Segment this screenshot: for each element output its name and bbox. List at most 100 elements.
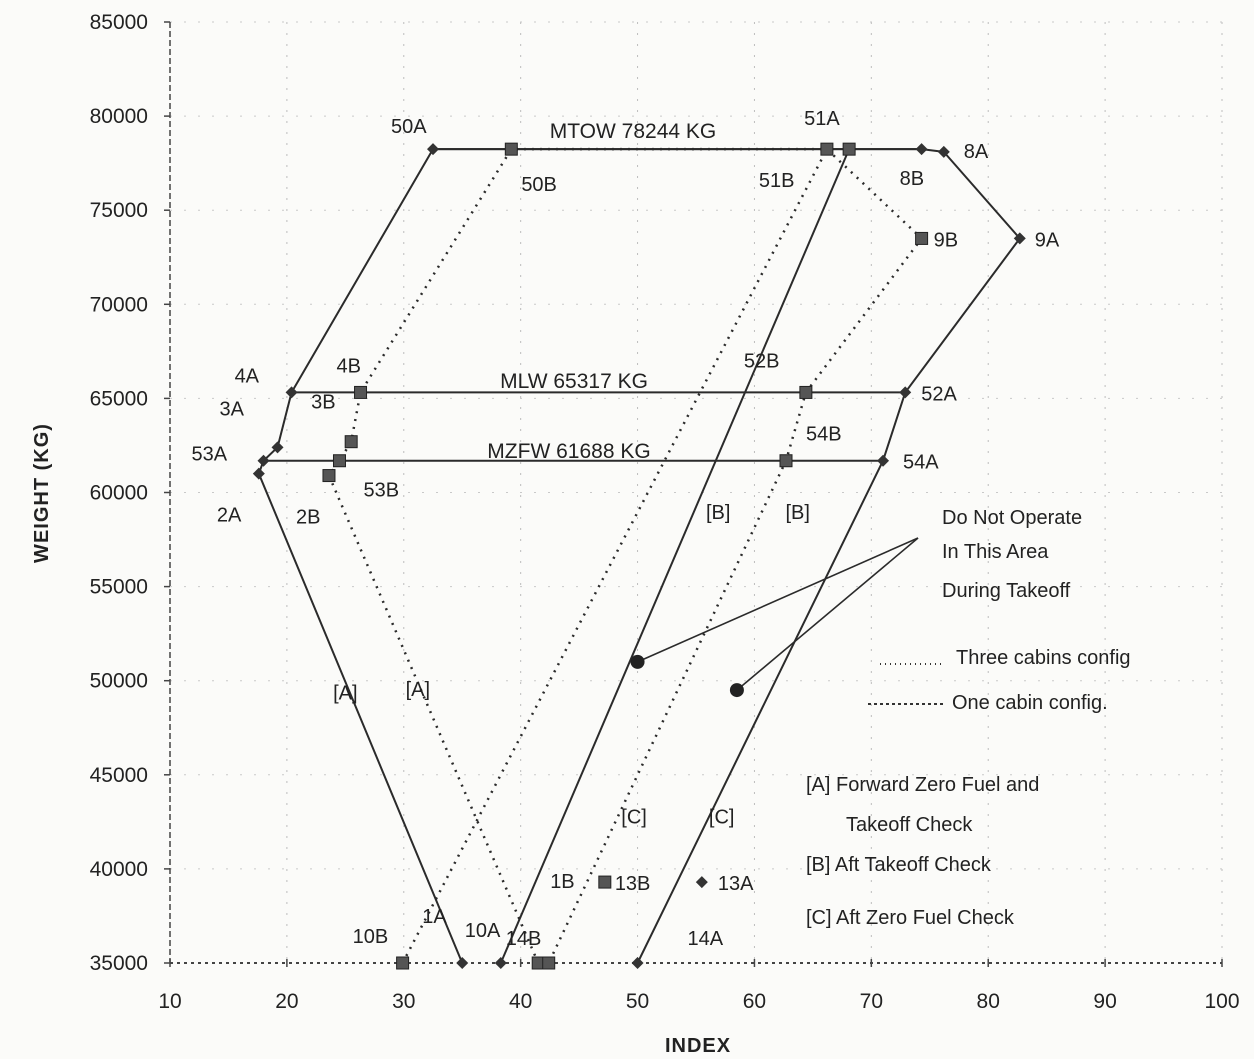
point-label-50A: 50A bbox=[391, 116, 427, 138]
point-marker-51B bbox=[820, 142, 834, 156]
points-layer bbox=[252, 142, 1026, 970]
point-marker-14A bbox=[631, 957, 644, 969]
point-marker-50B bbox=[504, 142, 518, 156]
segment-label: [C] bbox=[621, 807, 647, 829]
point-marker-8A bbox=[937, 145, 950, 158]
point-label-8A: 8A bbox=[964, 141, 989, 163]
annotation-line-3: During Takeoff bbox=[942, 580, 1071, 602]
point-marker-52A bbox=[899, 386, 912, 399]
y-tick-label: 60000 bbox=[90, 482, 148, 505]
point-label-1A: 1A bbox=[422, 906, 447, 928]
segment-label: [A] bbox=[333, 683, 357, 705]
segment-label: [A] bbox=[406, 679, 430, 701]
point-marker-2B bbox=[322, 469, 336, 483]
annotation-leader-line bbox=[736, 537, 919, 691]
point-label-52A: 52A bbox=[921, 383, 957, 405]
point-marker-4B bbox=[354, 385, 368, 399]
point-label-13A: 13A bbox=[718, 873, 754, 895]
point-marker-9A bbox=[1013, 232, 1026, 245]
point-marker-13A bbox=[695, 876, 708, 889]
x-tick-label: 60 bbox=[743, 990, 766, 1013]
x-tick-label: 10 bbox=[158, 990, 181, 1013]
point-label-1B: 1B bbox=[550, 871, 574, 893]
point-marker-3A bbox=[271, 441, 284, 454]
point-marker-50A bbox=[427, 143, 439, 156]
y-tick-label: 75000 bbox=[90, 199, 148, 222]
point-label-9A: 9A bbox=[1035, 229, 1060, 251]
y-axis-title: WEIGHT (KG) bbox=[31, 423, 53, 563]
point-marker-10B bbox=[396, 956, 410, 970]
segment-label: [C] bbox=[709, 807, 735, 829]
limit-line-label: MZFW 61688 KG bbox=[487, 440, 650, 463]
no-go-marker bbox=[729, 683, 744, 698]
point-marker-54B bbox=[779, 454, 793, 468]
point-label-54B: 54B bbox=[806, 424, 842, 446]
note-c: [C] Aft Zero Fuel Check bbox=[806, 907, 1015, 929]
do-not-operate-annotation: Do Not Operate In This Area During Takeo… bbox=[942, 507, 1082, 602]
x-tick-label: 100 bbox=[1204, 990, 1239, 1013]
grid-layer bbox=[170, 21, 1223, 963]
point-label-8B: 8B bbox=[900, 168, 924, 190]
envelope-line bbox=[499, 148, 851, 964]
point-marker-9B bbox=[915, 231, 929, 245]
point-label-14B: 14B bbox=[506, 928, 542, 950]
legend-three-cabins-label: Three cabins config bbox=[956, 647, 1131, 669]
y-tick-label: 65000 bbox=[90, 387, 148, 410]
point-label-54A: 54A bbox=[903, 452, 939, 474]
point-marker-52B bbox=[799, 385, 813, 399]
x-tick-label: 70 bbox=[860, 990, 883, 1013]
point-marker-3B bbox=[344, 435, 358, 449]
envelope-line bbox=[327, 147, 923, 964]
labels-layer: MTOW 78244 KG MLW 65317 KG MZFW 61688 KG 1A… bbox=[192, 108, 1060, 950]
y-tick-label: 55000 bbox=[90, 576, 148, 599]
point-marker-1A bbox=[456, 957, 469, 969]
axes-layer: 10 20 30 40 50 60 70 80 90 100 35000 40000 45000 5000… bbox=[90, 11, 1240, 1013]
envelope-line bbox=[401, 148, 829, 964]
point-marker-13B bbox=[598, 875, 612, 889]
y-tick-label: 45000 bbox=[90, 764, 148, 787]
x-tick-label: 80 bbox=[977, 990, 1000, 1013]
limit-line-label: MLW 65317 KG bbox=[500, 370, 648, 393]
note-a-line-1: [A] Forward Zero Fuel and bbox=[806, 774, 1039, 796]
annotation-line-1: Do Not Operate bbox=[942, 507, 1082, 529]
x-tick-label: 90 bbox=[1093, 990, 1116, 1013]
segment-label: [B] bbox=[706, 502, 730, 524]
x-tick-label: 20 bbox=[275, 990, 298, 1013]
point-label-2A: 2A bbox=[217, 505, 242, 527]
point-label-2B: 2B bbox=[296, 507, 320, 529]
point-marker-14B bbox=[542, 956, 556, 970]
point-label-53B: 53B bbox=[363, 480, 399, 502]
point-label-51A: 51A bbox=[804, 108, 840, 130]
check-notes: [A] Forward Zero Fuel and Takeoff Check … bbox=[806, 774, 1039, 929]
limit-line-label: MTOW 78244 KG bbox=[550, 120, 717, 143]
y-tick-label: 50000 bbox=[90, 670, 148, 693]
point-marker-53A bbox=[257, 454, 270, 467]
legend-one-cabin-label: One cabin config. bbox=[952, 692, 1108, 714]
x-tick-label: 30 bbox=[392, 990, 415, 1013]
point-label-14A: 14A bbox=[688, 928, 724, 950]
point-label-52B: 52B bbox=[744, 350, 780, 372]
point-label-3B: 3B bbox=[311, 392, 335, 414]
y-tick-label: 70000 bbox=[90, 293, 148, 316]
note-b: [B] Aft Takeoff Check bbox=[806, 854, 992, 876]
point-label-50B: 50B bbox=[521, 174, 557, 196]
segment-label: [B] bbox=[785, 502, 809, 524]
x-tick-label: 40 bbox=[509, 990, 532, 1013]
point-marker-54A bbox=[877, 454, 890, 467]
y-tick-label: 35000 bbox=[90, 952, 148, 975]
envelope-line bbox=[257, 148, 1021, 964]
point-marker-8B bbox=[915, 143, 928, 156]
point-marker-2A bbox=[252, 467, 265, 480]
point-label-51B: 51B bbox=[759, 170, 795, 192]
note-a-line-2: Takeoff Check bbox=[846, 814, 973, 836]
point-marker-4A bbox=[285, 386, 298, 399]
y-tick-label: 80000 bbox=[90, 105, 148, 128]
point-label-10A: 10A bbox=[465, 920, 501, 942]
point-label-13B: 13B bbox=[615, 873, 651, 895]
lines-layer bbox=[257, 147, 1021, 964]
point-label-4B: 4B bbox=[337, 355, 361, 377]
annotation-line-2: In This Area bbox=[942, 541, 1049, 563]
y-tick-label: 85000 bbox=[90, 11, 148, 34]
point-marker-51A bbox=[842, 142, 856, 156]
